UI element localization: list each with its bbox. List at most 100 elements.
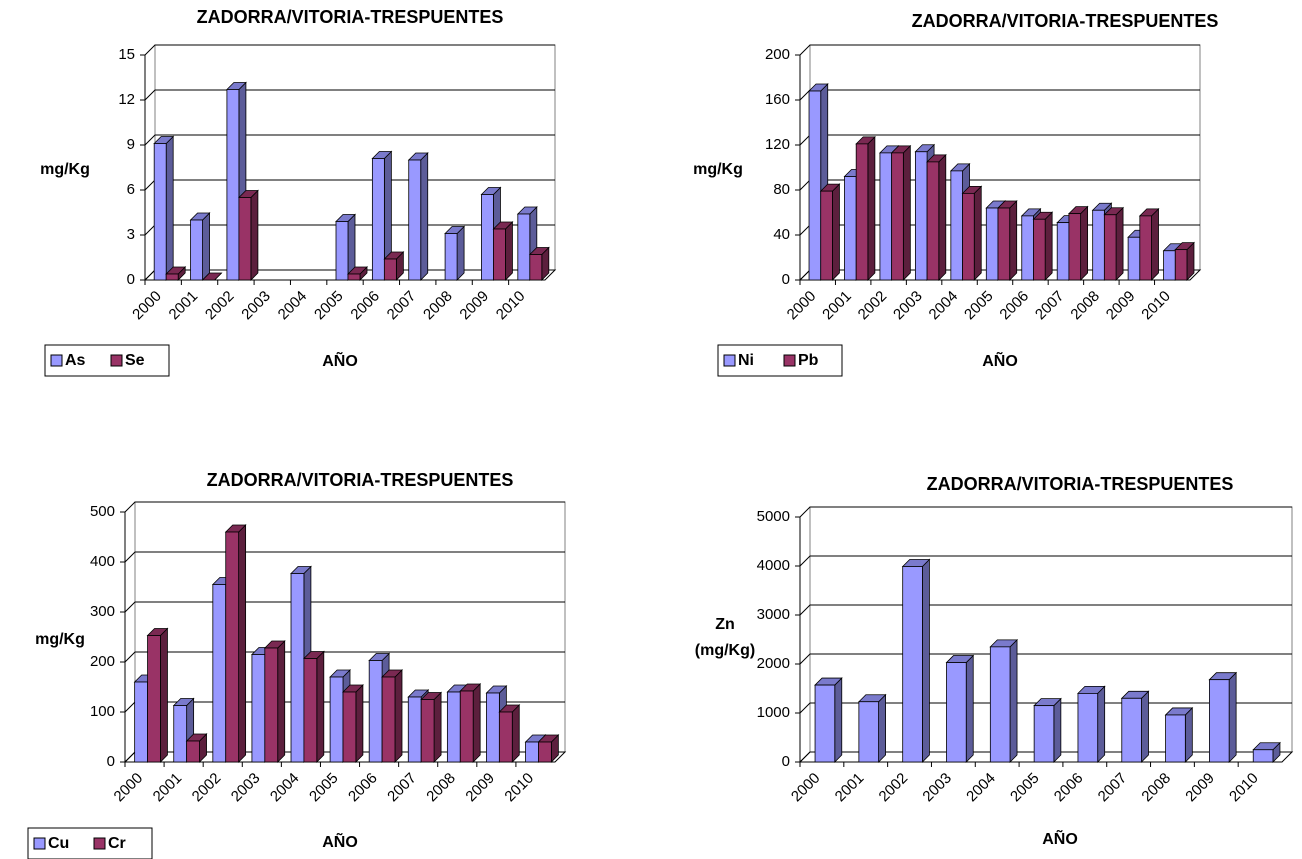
y-tick-label: 200 <box>90 653 115 670</box>
x-tick-label: 2000 <box>111 770 147 806</box>
bar <box>1252 749 1274 763</box>
bar <box>538 741 552 763</box>
bar <box>329 676 344 763</box>
bar <box>1165 714 1186 763</box>
bar-side <box>973 185 982 281</box>
y-tick-label: 0 <box>127 271 135 288</box>
bar <box>153 143 167 281</box>
x-tick-label: 2008 <box>1138 770 1174 806</box>
grid-line <box>799 506 1292 518</box>
y-tick-label: 0 <box>782 271 790 288</box>
bar <box>1092 209 1105 281</box>
bar <box>481 194 494 281</box>
bar-side <box>1141 690 1149 763</box>
x-axis-label: AÑO <box>982 350 1018 370</box>
bar-side <box>505 221 513 281</box>
bar <box>371 158 385 281</box>
x-axis-label: AÑO <box>1042 828 1078 848</box>
bar <box>1068 213 1082 281</box>
bar-side <box>832 183 840 281</box>
bar <box>347 273 361 281</box>
x-tick-label: 2010 <box>1226 770 1262 806</box>
x-tick-label: 2002 <box>189 770 225 806</box>
legend-swatch <box>50 354 63 367</box>
bar <box>226 89 240 281</box>
y-tick-label: 15 <box>118 46 135 63</box>
x-tick-label: 2000 <box>129 288 165 324</box>
bar <box>946 662 967 763</box>
y-axis-label: Zn <box>715 616 735 633</box>
legend-swatch <box>783 354 796 367</box>
grid-line <box>144 44 555 56</box>
chart-title: ZADORRA/VITORIA-TRESPUENTES <box>207 470 514 490</box>
bar <box>891 152 904 281</box>
x-tick-label: 2007 <box>1095 770 1131 806</box>
y-tick-label: 0 <box>782 753 790 770</box>
bar-side <box>456 225 465 281</box>
bar <box>989 646 1011 763</box>
bar <box>225 531 240 763</box>
bar <box>902 566 923 763</box>
bar-side <box>1097 685 1106 763</box>
x-tick-label: 2003 <box>228 770 264 806</box>
bar <box>186 740 200 763</box>
chart: ZADORRA/VITORIA-TRESPUENTES mg/Kg AÑO 0 100 2… <box>27 470 567 859</box>
bar <box>147 635 161 763</box>
x-tick-label: 2009 <box>1103 288 1139 324</box>
bar <box>855 143 869 281</box>
bar <box>1056 222 1070 281</box>
legend-label: Cr <box>108 835 126 852</box>
x-tick-label: 2002 <box>876 770 912 806</box>
bar <box>525 741 539 763</box>
legend-box <box>717 344 843 377</box>
y-tick-label: 12 <box>118 91 135 108</box>
x-tick-label: 2004 <box>963 770 999 806</box>
y-tick-label: 100 <box>90 703 115 720</box>
bar <box>446 691 461 763</box>
bar-side <box>938 153 947 281</box>
bar-side <box>202 212 210 281</box>
x-tick-label: 2002 <box>855 288 891 324</box>
bar-side <box>160 627 168 763</box>
x-tick-label: 2006 <box>1051 770 1087 806</box>
x-tick-label: 2000 <box>788 770 824 806</box>
chart: ZADORRA/VITORIA-TRESPUENTES mg/Kg AÑO 0 3 6 9 1… <box>40 7 557 377</box>
bar <box>173 705 188 763</box>
bar-side <box>867 135 876 281</box>
x-tick-label: 2006 <box>347 288 383 324</box>
bar-side <box>834 677 843 763</box>
bar <box>844 176 857 281</box>
bar-side <box>472 683 481 763</box>
bar <box>1103 214 1117 281</box>
legend-swatch <box>93 837 106 850</box>
grid-line <box>144 134 555 146</box>
y-axis-label: mg/Kg <box>40 161 90 178</box>
y-tick-label: 80 <box>773 181 790 198</box>
x-tick-label: 2009 <box>456 288 492 324</box>
y-tick-label: 200 <box>765 46 790 63</box>
y-axis-label: mg/Kg <box>35 631 85 648</box>
grid-line <box>799 604 1292 616</box>
x-tick-label: 2008 <box>1067 288 1103 324</box>
y-tick-label: 3 <box>127 226 135 243</box>
y-tick-label: 3000 <box>757 606 790 623</box>
chart-title: ZADORRA/VITORIA-TRESPUENTES <box>197 7 504 27</box>
x-tick-label: 2002 <box>202 288 238 324</box>
bar <box>238 197 252 281</box>
chart-title: ZADORRA/VITORIA-TRESPUENTES <box>912 11 1219 31</box>
bar <box>498 711 513 763</box>
legend-swatch <box>723 354 736 367</box>
grid-line <box>124 551 565 563</box>
y-tick-label: 1000 <box>757 704 790 721</box>
bar-side <box>238 524 247 763</box>
chart: ZADORRA/VITORIA-TRESPUENTES Zn (mg/Kg) AÑO 0… <box>695 474 1294 848</box>
x-tick-label: 2009 <box>1182 770 1218 806</box>
x-axis-label: AÑO <box>322 831 358 851</box>
legend-box <box>44 344 170 377</box>
bar <box>914 151 928 281</box>
y-tick-label: 300 <box>90 603 115 620</box>
y-tick-label: 40 <box>773 226 790 243</box>
grid-line <box>144 89 555 101</box>
bar-side <box>511 704 520 763</box>
